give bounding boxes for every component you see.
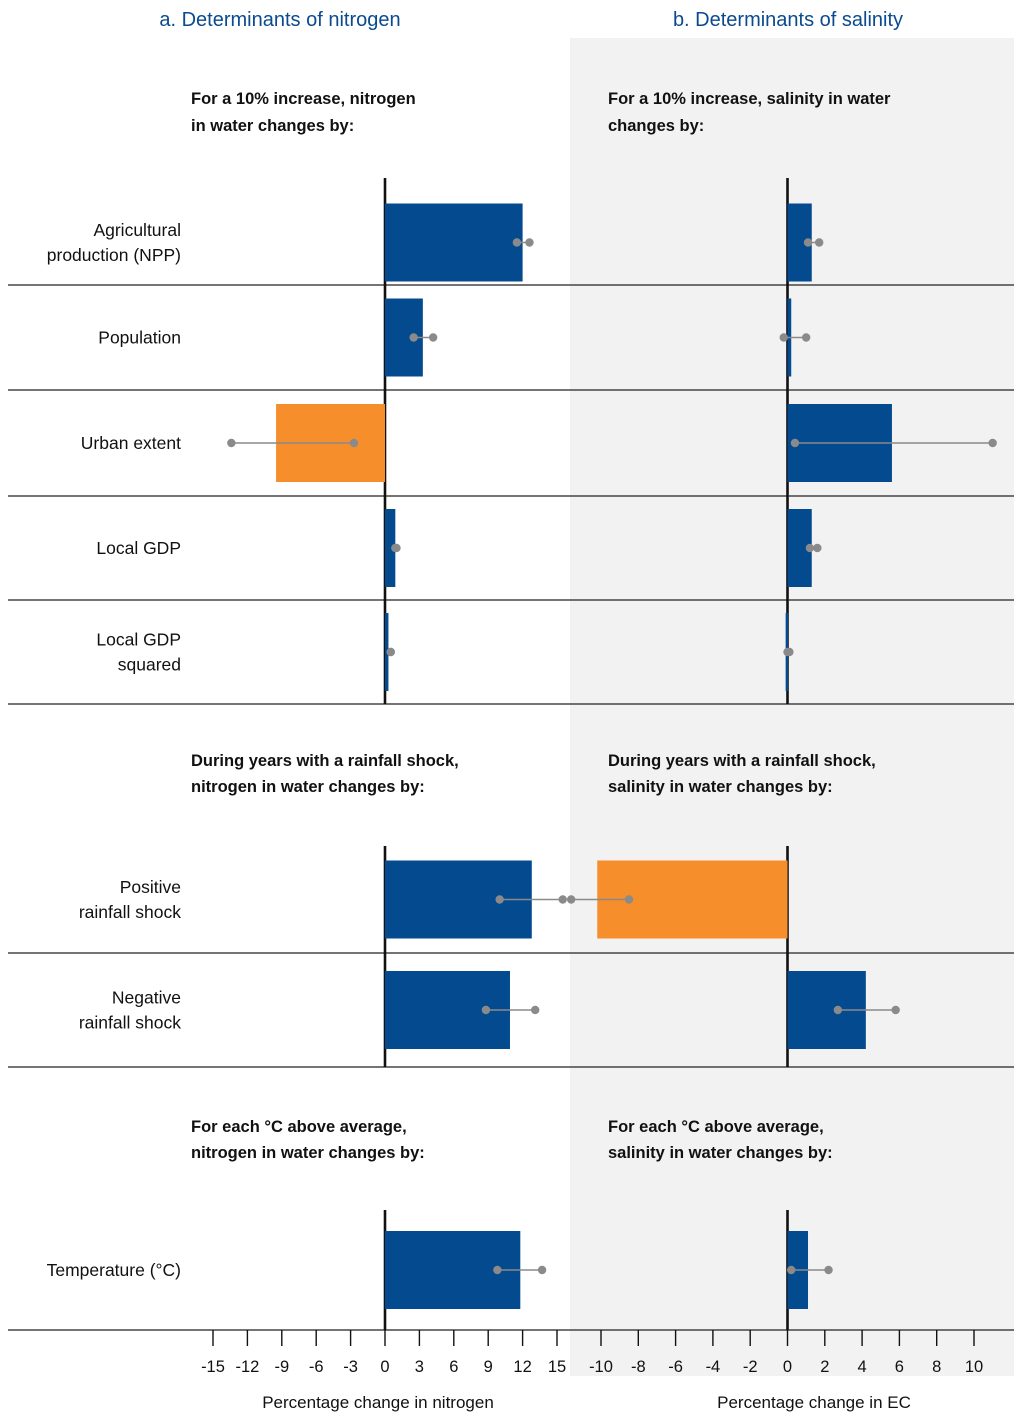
ci-low-point	[805, 543, 815, 553]
panel-title: b. Determinants of salinity	[673, 9, 903, 31]
tick-label: 3	[415, 1358, 424, 1376]
section-heading: salinity in water changes by:	[608, 1144, 833, 1162]
section-heading: nitrogen in water changes by:	[191, 1144, 425, 1162]
tick-label: -6	[309, 1358, 324, 1376]
ci-high-point	[891, 1005, 900, 1015]
ci-high-point	[537, 1265, 547, 1275]
ci-high-point	[988, 438, 997, 448]
tick-label: 0	[380, 1358, 389, 1376]
ci-high-point	[785, 647, 794, 657]
tick-label: 8	[932, 1358, 941, 1376]
ci-low-point	[409, 333, 418, 342]
row-label: Negative	[112, 988, 181, 1008]
section-heading: nitrogen in water changes by:	[191, 778, 425, 796]
row-label: Positive	[120, 877, 181, 897]
tick-label: -3	[343, 1358, 358, 1376]
ci-low-point	[779, 333, 788, 342]
ci-high-point	[386, 647, 395, 657]
section-heading: For each °C above average,	[191, 1118, 407, 1136]
ci-high-point	[428, 333, 438, 342]
ci-high-point	[815, 238, 824, 247]
ci-low-point	[512, 238, 522, 247]
section-heading: During years with a rainfall shock,	[191, 752, 459, 770]
ci-low-point	[566, 895, 576, 904]
tick-label: 12	[513, 1358, 531, 1376]
tick-label: -15	[201, 1358, 225, 1376]
ci-high-point	[349, 438, 359, 448]
row-label: Local GDP	[96, 538, 181, 558]
ci-low-point	[481, 1005, 491, 1015]
tick-label: 10	[965, 1358, 983, 1376]
row-label: Agricultural	[93, 220, 181, 240]
data-bar	[385, 203, 523, 282]
ci-low-point	[787, 1265, 796, 1275]
row-label: production (NPP)	[47, 245, 181, 265]
row-label: Local GDP	[96, 630, 181, 650]
ci-high-point	[525, 238, 534, 247]
ci-high-point	[624, 895, 634, 904]
section-heading: For a 10% increase, nitrogen	[191, 90, 416, 108]
ci-low-point	[790, 438, 800, 448]
tick-label: -6	[668, 1358, 683, 1376]
row-label: rainfall shock	[79, 902, 181, 922]
ci-low-point	[803, 238, 813, 247]
panel-title: a. Determinants of nitrogen	[159, 9, 400, 31]
tick-label: -2	[743, 1358, 758, 1376]
tick-label: -9	[274, 1358, 289, 1376]
data-bar	[385, 509, 396, 587]
ci-high-point	[558, 895, 567, 904]
section-heading: salinity in water changes by:	[608, 778, 833, 796]
tick-label: -12	[235, 1358, 259, 1376]
tick-label: 2	[820, 1358, 829, 1376]
tick-label: 9	[484, 1358, 493, 1376]
section-heading: For each °C above average,	[608, 1118, 824, 1136]
section-heading: For a 10% increase, salinity in water	[608, 90, 891, 108]
ci-high-point	[531, 1005, 540, 1015]
ci-low-point	[833, 1005, 843, 1015]
tick-label: -4	[706, 1358, 721, 1376]
section-heading: changes by:	[608, 117, 704, 135]
x-axis-label: Percentage change in EC	[717, 1393, 911, 1412]
ci-low-point	[495, 895, 504, 904]
x-axis-label: Percentage change in nitrogen	[262, 1393, 494, 1412]
row-label: squared	[118, 655, 181, 675]
ci-low-point	[227, 438, 236, 448]
tick-label: 6	[449, 1358, 458, 1376]
ci-high-point	[824, 1265, 833, 1275]
ci-high-point	[801, 333, 811, 342]
tick-label: 15	[548, 1358, 566, 1376]
section-heading: During years with a rainfall shock,	[608, 752, 876, 770]
ci-high-point	[392, 543, 401, 553]
row-label: Urban extent	[81, 433, 181, 453]
ci-high-point	[813, 543, 822, 553]
row-label: rainfall shock	[79, 1013, 181, 1033]
section-heading: in water changes by:	[191, 117, 354, 135]
tick-label: 4	[858, 1358, 867, 1376]
row-label: Population	[98, 328, 181, 348]
row-label: Temperature (°C)	[47, 1260, 181, 1280]
tick-label: 6	[895, 1358, 904, 1376]
tick-label: -10	[589, 1358, 613, 1376]
tick-label: 0	[783, 1358, 792, 1376]
tick-label: -8	[631, 1358, 646, 1376]
ci-low-point	[493, 1265, 502, 1275]
